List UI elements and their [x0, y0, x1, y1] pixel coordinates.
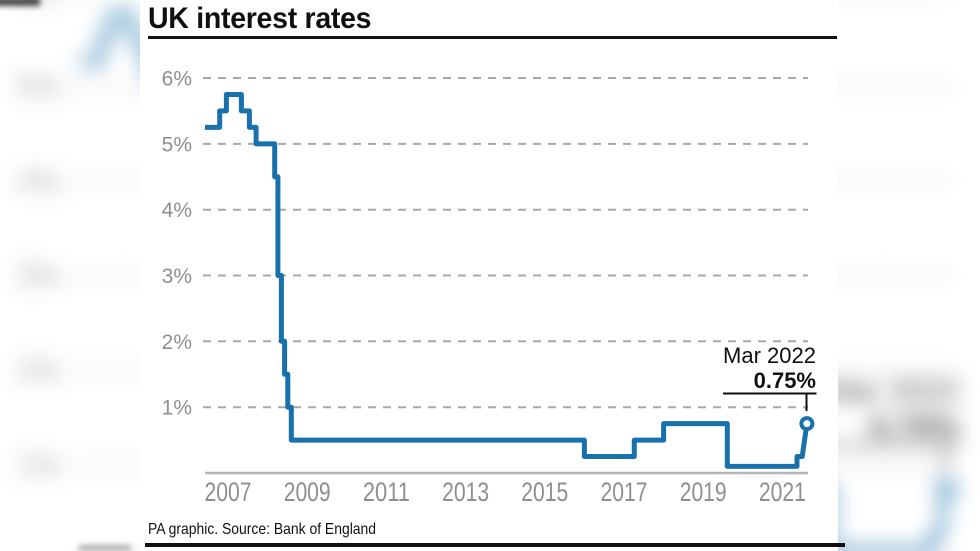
y-tick-label: 5%	[162, 133, 192, 156]
rate-line	[205, 92, 810, 469]
annotation-date: Mar 2022	[723, 343, 816, 368]
chart-title: UK interest rates	[148, 2, 372, 35]
y-tick-label: 1%	[162, 397, 192, 420]
annotation-value: 0.75%	[754, 368, 816, 393]
x-tick-label: 2007	[205, 477, 252, 507]
y-tick-label: 2%	[17, 355, 61, 388]
source-caption: PA graphic. Source: Bank of England	[148, 521, 377, 538]
x-tick-label: 2013	[442, 477, 489, 507]
y-tick-label: 4%	[162, 199, 192, 222]
y-tick-label: 3%	[17, 260, 61, 293]
end-marker	[799, 416, 815, 432]
y-tick-label: 2%	[162, 331, 192, 354]
annotation-pointer-line	[825, 443, 961, 471]
end-annotation: Mar 2022 0.75%	[723, 343, 817, 411]
x-tick-label: 2015	[521, 477, 568, 507]
rate-line-chart: 1% 2% 3% 4% 5% 6% 2007 2009 2011 2013 2015 2017 201…	[162, 68, 817, 507]
annotation-pointer-line	[723, 392, 817, 411]
x-tick-label: 2009	[284, 477, 331, 507]
x-tick-label: 2011	[363, 477, 410, 507]
chart-card: UK interest rates 1% 2% 3% 4% 5% 6% 2007 2009 2…	[140, 0, 845, 551]
series-layer	[205, 92, 815, 469]
y-tick-label: 6%	[162, 68, 192, 91]
x-tick-label: 2021	[759, 477, 806, 507]
blur-artifact-top-left	[0, 0, 40, 6]
annotation-value: 0.75%	[870, 408, 960, 444]
end-marker	[935, 477, 958, 500]
annotation-date: Mar 2022	[826, 372, 960, 408]
end-annotation: Mar 2022 0.75%	[825, 372, 961, 471]
gridline-layer: 1% 2% 3% 4% 5% 6%	[162, 68, 808, 420]
y-tick-label: 3%	[162, 265, 192, 288]
y-tick-label: 5%	[17, 71, 61, 104]
x-tick-label: 2017	[601, 477, 648, 507]
blur-artifact-bottom-left	[79, 545, 131, 551]
y-tick-label: 1%	[17, 450, 61, 483]
y-tick-label: 4%	[17, 165, 61, 198]
x-tick-label: 2019	[680, 477, 727, 507]
x-axis-layer: 2007 2009 2011 2013 2015 2017 2019 2021	[205, 471, 808, 507]
title-rule	[148, 36, 837, 39]
bottom-rule	[145, 543, 845, 547]
